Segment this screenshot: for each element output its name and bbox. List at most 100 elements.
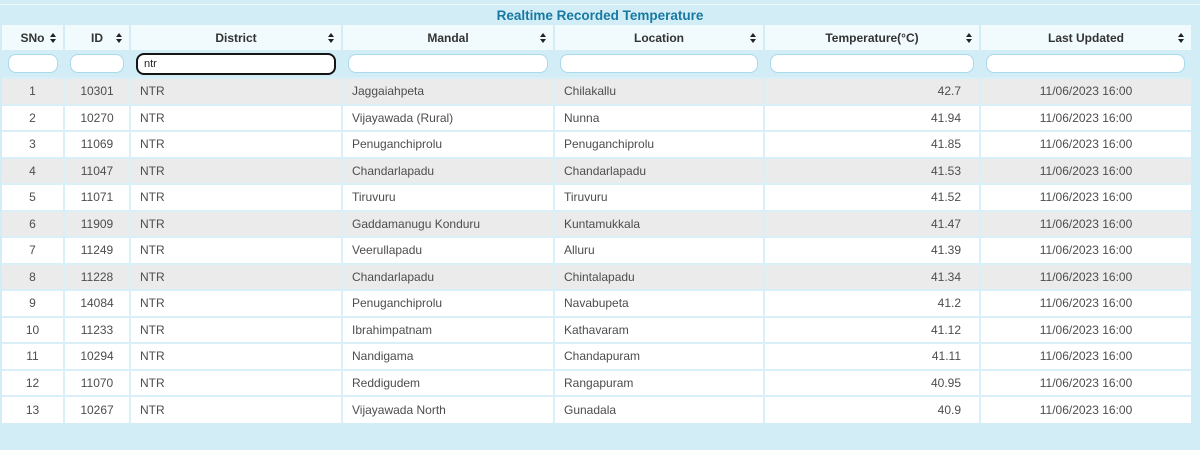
cell-location: Chandarlapadu — [553, 156, 764, 184]
column-header-mandal[interactable]: Mandal — [341, 25, 554, 50]
sort-icon[interactable] — [50, 32, 56, 43]
cell-id: 11228 — [63, 262, 130, 290]
cell-sno: 11 — [2, 342, 64, 370]
cell-district: NTR — [129, 395, 342, 423]
column-header-district[interactable]: District — [129, 25, 342, 50]
filter-input-last_updated[interactable] — [986, 54, 1185, 74]
cell-temperature: 40.9 — [763, 395, 980, 423]
column-label: Temperature(°C) — [825, 30, 919, 45]
cell-location: Kuntamukkala — [553, 209, 764, 237]
table-row: 3 11069 NTR Penuganchiprolu Penuganchiprolu 4… — [2, 130, 1191, 158]
table-row: 7 11249 NTR Veerullapadu Alluru 41.39 11/06/20… — [2, 236, 1191, 264]
cell-last_updated: 11/06/2023 16:00 — [979, 289, 1191, 317]
cell-district: NTR — [129, 342, 342, 370]
cell-mandal: Gaddamanugu Konduru — [341, 209, 554, 237]
cell-mandal: Penuganchiprolu — [341, 289, 554, 317]
table-row: 11 10294 NTR Nandigama Chandapuram 41.11 11/06… — [2, 342, 1191, 370]
cell-location: Chilakallu — [553, 77, 764, 105]
cell-location: Gunadala — [553, 395, 764, 423]
column-header-id[interactable]: ID — [63, 25, 130, 50]
cell-last_updated: 11/06/2023 16:00 — [979, 156, 1191, 184]
cell-district: NTR — [129, 103, 342, 131]
cell-last_updated: 11/06/2023 16:00 — [979, 315, 1191, 343]
cell-location: Alluru — [553, 236, 764, 264]
cell-id: 11047 — [63, 156, 130, 184]
cell-mandal: Ibrahimpatnam — [341, 315, 554, 343]
cell-mandal: Vijayawada (Rural) — [341, 103, 554, 131]
cell-sno: 8 — [2, 262, 64, 290]
cell-id: 11249 — [63, 236, 130, 264]
cell-district: NTR — [129, 156, 342, 184]
cell-location: Kathavaram — [553, 315, 764, 343]
cell-sno: 12 — [2, 368, 64, 396]
table-row: 6 11909 NTR Gaddamanugu Konduru Kuntamukkala… — [2, 209, 1191, 237]
cell-district: NTR — [129, 236, 342, 264]
sort-icon[interactable] — [1178, 32, 1184, 43]
cell-district: NTR — [129, 209, 342, 237]
cell-location: Chandapuram — [553, 342, 764, 370]
cell-mandal: Penuganchiprolu — [341, 130, 554, 158]
filter-cell-last_updated — [980, 50, 1191, 78]
cell-sno: 2 — [2, 103, 64, 131]
cell-district: NTR — [129, 368, 342, 396]
column-label: Mandal — [427, 30, 469, 45]
cell-temperature: 41.94 — [763, 103, 980, 131]
filter-input-location[interactable] — [560, 54, 758, 74]
column-label: ID — [91, 30, 103, 45]
cell-temperature: 41.12 — [763, 315, 980, 343]
table-row: 13 10267 NTR Vijayawada North Gunadala 40.9 11… — [2, 395, 1191, 423]
cell-district: NTR — [129, 183, 342, 211]
cell-district: NTR — [129, 77, 342, 105]
cell-location: Nunna — [553, 103, 764, 131]
sort-icon[interactable] — [540, 32, 546, 43]
cell-sno: 1 — [2, 77, 64, 105]
column-header-last_updated[interactable]: Last Updated — [979, 25, 1191, 50]
filter-row — [2, 50, 1191, 78]
filter-input-temperature[interactable] — [770, 54, 974, 74]
cell-district: NTR — [129, 130, 342, 158]
cell-mandal: Nandigama — [341, 342, 554, 370]
cell-id: 10301 — [63, 77, 130, 105]
column-label: District — [215, 30, 257, 45]
sort-icon[interactable] — [116, 32, 122, 43]
sort-icon[interactable] — [966, 32, 972, 43]
cell-sno: 4 — [2, 156, 64, 184]
cell-location: Rangapuram — [553, 368, 764, 396]
cell-last_updated: 11/06/2023 16:00 — [979, 130, 1191, 158]
table-row: 4 11047 NTR Chandarlapadu Chandarlapadu 41.53… — [2, 156, 1191, 184]
cell-last_updated: 11/06/2023 16:00 — [979, 368, 1191, 396]
cell-mandal: Veerullapadu — [341, 236, 554, 264]
column-header-temperature[interactable]: Temperature(°C) — [763, 25, 980, 50]
column-header-sno[interactable]: SNo — [2, 25, 64, 50]
cell-id: 11909 — [63, 209, 130, 237]
filter-input-id[interactable] — [70, 54, 124, 74]
cell-district: NTR — [129, 315, 342, 343]
cell-temperature: 41.47 — [763, 209, 980, 237]
cell-temperature: 41.52 — [763, 183, 980, 211]
column-header-location[interactable]: Location — [553, 25, 764, 50]
filter-input-sno[interactable] — [8, 54, 58, 74]
filter-input-mandal[interactable] — [348, 54, 548, 74]
filter-input-district[interactable] — [136, 52, 336, 75]
cell-sno: 10 — [2, 315, 64, 343]
column-label: SNo — [20, 30, 45, 45]
cell-mandal: Chandarlapadu — [341, 156, 554, 184]
sort-icon[interactable] — [328, 32, 334, 43]
cell-sno: 5 — [2, 183, 64, 211]
cell-location: Tiruvuru — [553, 183, 764, 211]
cell-last_updated: 11/06/2023 16:00 — [979, 342, 1191, 370]
page: Realtime Recorded Temperature SNo ID Distr… — [0, 4, 1200, 423]
cell-location: Penuganchiprolu — [553, 130, 764, 158]
cell-last_updated: 11/06/2023 16:00 — [979, 183, 1191, 211]
table-row: 9 14084 NTR Penuganchiprolu Navabupeta 41.2 11… — [2, 289, 1191, 317]
sort-icon[interactable] — [750, 32, 756, 43]
cell-id: 14084 — [63, 289, 130, 317]
table-row: 10 11233 NTR Ibrahimpatnam Kathavaram 41.12 11… — [2, 315, 1191, 343]
cell-mandal: Reddigudem — [341, 368, 554, 396]
cell-id: 11071 — [63, 183, 130, 211]
table-row: 1 10301 NTR Jaggaiahpeta Chilakallu 42.7 11/06… — [2, 77, 1191, 105]
cell-sno: 13 — [2, 395, 64, 423]
cell-id: 10294 — [63, 342, 130, 370]
cell-mandal: Jaggaiahpeta — [341, 77, 554, 105]
cell-id: 10270 — [63, 103, 130, 131]
